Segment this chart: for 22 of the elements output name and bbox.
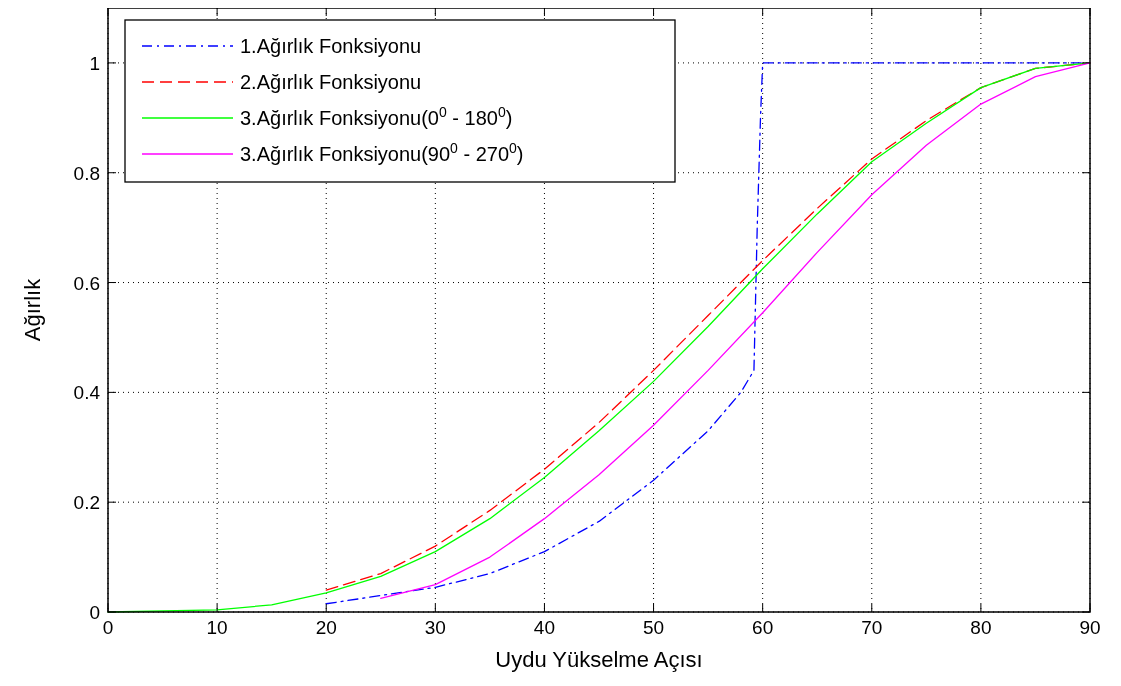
y-tick-label: 1	[89, 52, 100, 74]
x-tick-label: 80	[970, 617, 992, 638]
y-tick-label: 0	[89, 602, 100, 623]
x-tick-label: 90	[1079, 617, 1101, 638]
y-tick-label: 0.4	[73, 382, 101, 404]
x-tick-label: 60	[752, 617, 774, 638]
legend-label: 1.Ağırlık Fonksiyonu	[240, 35, 422, 57]
y-axis-title: Ağırlık	[20, 277, 45, 342]
y-tick-label: 0.8	[73, 162, 100, 184]
legend-label: 2.Ağırlık Fonksiyonu	[240, 71, 422, 93]
x-tick-label: 70	[861, 617, 883, 638]
x-tick-label: 40	[533, 617, 556, 638]
legend-label: 3.Ağırlık Fonksiyonu(90$^{0}$ - 270$^{0}$)	[240, 140, 524, 165]
x-tick-label: 10	[206, 617, 228, 638]
x-axis-title: Uydu Yükselme Açısı	[495, 647, 703, 672]
y-tick-label: 0.6	[73, 272, 100, 294]
y-tick-label: 0.2	[73, 492, 100, 514]
x-tick-label: 50	[642, 617, 665, 638]
x-tick-label: 30	[424, 617, 446, 638]
legend-label: 3.Ağırlık Fonksiyonu(0$^{0}$ - 180$^{0}$)	[240, 104, 513, 129]
x-tick-label: 20	[315, 617, 337, 638]
x-tick-label: 0	[102, 617, 114, 638]
